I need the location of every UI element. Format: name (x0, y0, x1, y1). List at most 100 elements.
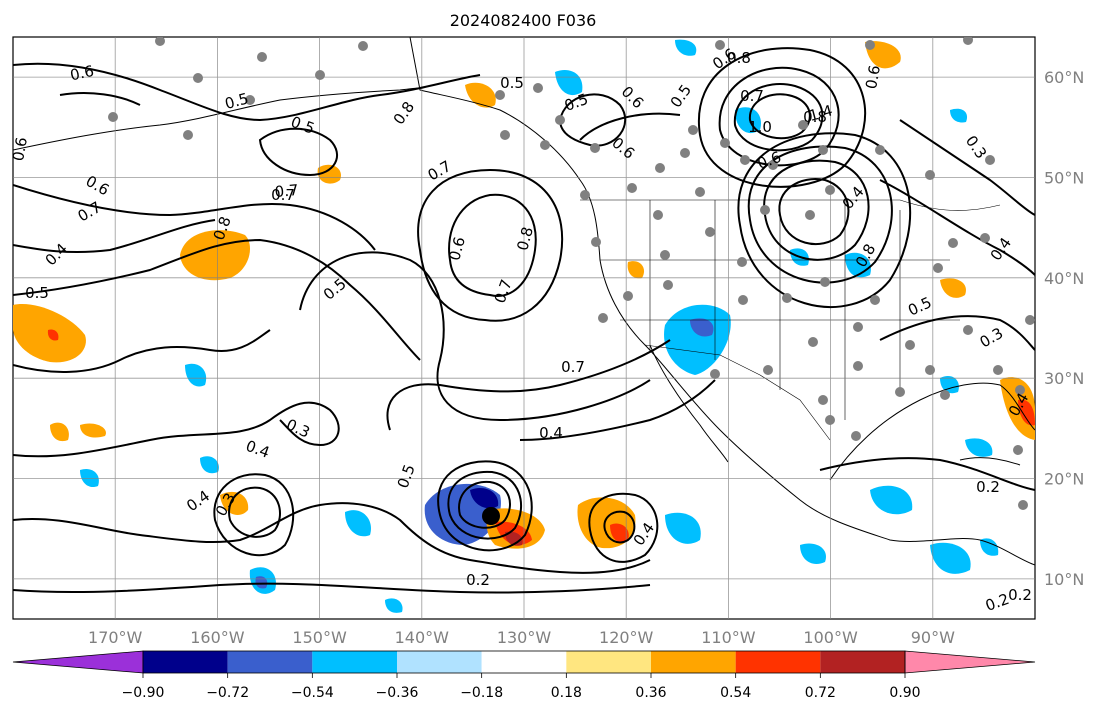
contour-line (748, 93, 811, 140)
contour-line (737, 132, 912, 308)
colorbar-tick-label: 0.90 (889, 685, 920, 701)
contour-line (763, 159, 870, 261)
contour-line (778, 178, 850, 245)
colorbar-tick-label: −0.54 (291, 685, 334, 701)
contour-line (819, 457, 1035, 491)
latitude-tick-label: 40°N (1044, 269, 1084, 288)
station-dot (1013, 445, 1023, 455)
station-dot (155, 37, 165, 46)
anomaly-patch-red (1018, 399, 1035, 426)
contour-line (386, 339, 671, 431)
contour-line (437, 460, 533, 552)
contour-line (59, 92, 141, 106)
station-dot (555, 115, 565, 125)
station-dot (940, 390, 950, 400)
station-dot (1015, 385, 1025, 395)
colorbar-swatch (312, 651, 397, 673)
station-dot (905, 340, 915, 350)
contour-value-label: 0.8 (803, 108, 827, 126)
longitude-tick-label: 110°W (701, 628, 756, 647)
contour-value-label: 0.6 (9, 136, 31, 163)
station-dot (760, 205, 770, 215)
colorbar-tick-label: −0.18 (460, 685, 503, 701)
station-dot (738, 295, 748, 305)
station-dot (805, 210, 815, 220)
station-dot (853, 322, 863, 332)
station-dot (875, 145, 885, 155)
anomaly-patch-cyan (200, 456, 219, 474)
contour-layer (13, 47, 1035, 594)
contour-line (733, 83, 824, 152)
longitude-tick-label: 90°W (911, 628, 955, 647)
station-dot (782, 293, 792, 303)
colorbar-swatch (143, 651, 228, 673)
station-dot (695, 187, 705, 197)
contour-line (447, 470, 523, 540)
station-dot (580, 190, 590, 200)
anomaly-patch-cyan (385, 598, 403, 613)
station-dot (825, 415, 835, 425)
anomaly-patch-blue (690, 318, 714, 337)
station-dot (257, 52, 267, 62)
coastline-gulf (829, 382, 1035, 481)
contour-line (228, 486, 281, 538)
anomaly-patch-cyan (665, 512, 701, 544)
station-dot (627, 183, 637, 193)
station-dot (623, 291, 633, 301)
station-dot (688, 125, 698, 135)
station-dot (533, 83, 543, 93)
border-us-mexico (644, 344, 831, 441)
station-dot (720, 138, 730, 148)
station-dot (590, 143, 600, 153)
longitude-tick-label: 120°W (599, 628, 654, 647)
longitude-tick-label: 160°W (190, 628, 245, 647)
station-dot (895, 387, 905, 397)
contour-line (13, 184, 376, 251)
station-dot (768, 160, 778, 170)
anomaly-patch-cyan (675, 39, 697, 56)
longitude-tick-label: 150°W (292, 628, 347, 647)
colorbar-tick-label: −0.36 (376, 685, 419, 701)
anomaly-patch-navy (470, 487, 499, 509)
contour-value-label: 1.0 (748, 118, 772, 136)
coastline-alaska (13, 87, 421, 151)
contour-value-label: 0.6 (862, 64, 884, 91)
contour-value-label: 0.6 (68, 62, 95, 85)
colorbar-tick-label: 0.36 (635, 685, 666, 701)
contour-line (603, 510, 636, 544)
longitude-tick-label: 100°W (803, 628, 858, 647)
map-panel: 0.6 0.50.50.70.50.60.70.80.40.50.70.70.80… (9, 36, 1084, 647)
contour-line (747, 145, 893, 284)
contour-value-label: 0.7 (740, 87, 764, 105)
station-dot (540, 140, 550, 150)
contour-value-label: 0.4 (539, 424, 563, 442)
colorbar-swatch (566, 651, 651, 673)
gridlines (13, 37, 1035, 619)
contour-line (13, 502, 651, 574)
station-dot (818, 145, 828, 155)
station-dot (985, 155, 995, 165)
anomaly-patch-blue (255, 576, 268, 589)
colorbar-tick-label: −0.90 (122, 685, 165, 701)
longitude-tick-label: 130°W (497, 628, 552, 647)
contour-value-label: 0.6 (445, 235, 469, 263)
contour-value-label: 0.7 (274, 181, 299, 201)
station-dot (933, 263, 943, 273)
station-dot (948, 238, 958, 248)
contour-line (299, 251, 651, 422)
contour-line (13, 62, 481, 122)
contour-line (879, 179, 1035, 276)
station-dot (108, 112, 118, 122)
colorbar-swatch (481, 651, 567, 673)
station-dot (820, 277, 830, 287)
station-dot (798, 120, 808, 130)
station-dot (660, 250, 670, 260)
colorbar-swatch (735, 651, 821, 673)
latitude-tick-label: 60°N (1044, 68, 1084, 87)
contour-value-label: 0.5 (223, 89, 251, 113)
longitude-tick-label: 140°W (395, 628, 450, 647)
anomaly-patch-cyan (80, 468, 99, 488)
station-dot (598, 313, 608, 323)
coastline-cuba (959, 457, 1021, 466)
station-dot (495, 90, 505, 100)
